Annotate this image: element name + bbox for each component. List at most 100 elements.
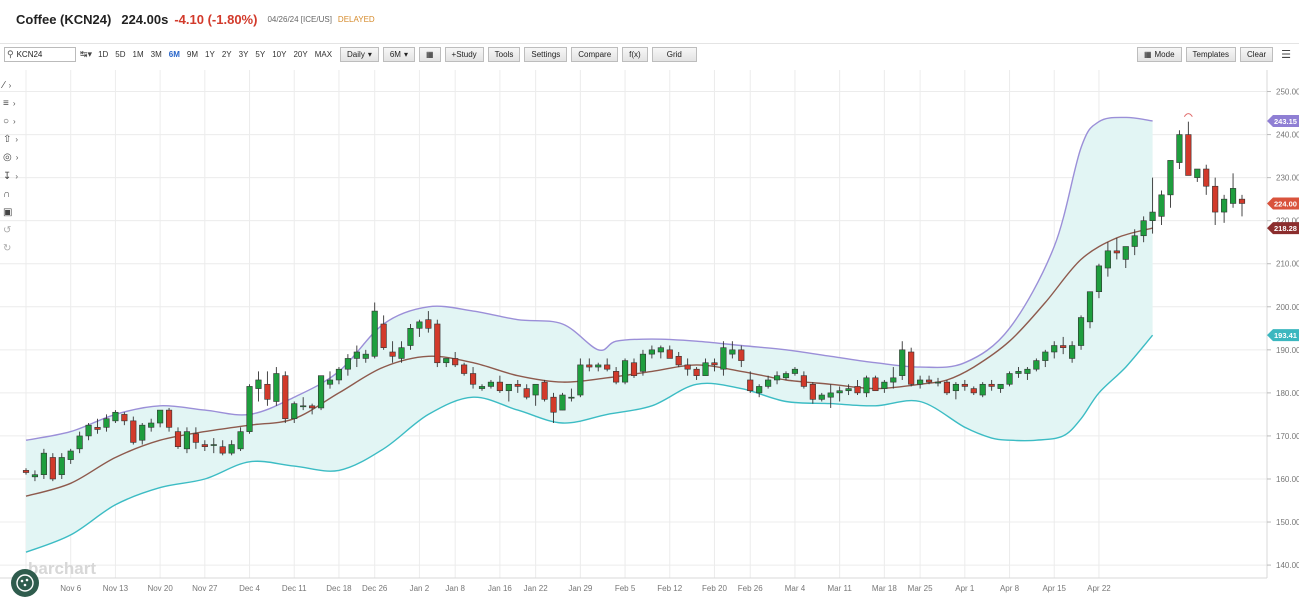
drawing-tool-arrows[interactable]: ⇧ › bbox=[0, 131, 24, 149]
candle bbox=[782, 371, 790, 380]
period-6m[interactable]: 6M bbox=[168, 50, 180, 59]
period-max[interactable]: MAX bbox=[314, 50, 333, 59]
candle-body bbox=[317, 375, 325, 409]
candle bbox=[130, 416, 137, 445]
price-change: -4.10 (-1.80%) bbox=[174, 11, 258, 27]
period-3m[interactable]: 3M bbox=[150, 50, 162, 59]
drawing-tool-shapes[interactable]: ○ › bbox=[0, 112, 24, 130]
candle bbox=[800, 371, 807, 389]
grid-button[interactable]: Grid bbox=[651, 47, 697, 62]
candle bbox=[613, 367, 620, 385]
candle-body bbox=[765, 379, 772, 387]
drawing-tool-annotations[interactable]: ◎ › bbox=[0, 149, 24, 167]
candle bbox=[103, 414, 110, 432]
candle-body bbox=[604, 364, 611, 370]
compare-button[interactable]: Compare bbox=[571, 47, 619, 62]
candle-body bbox=[1069, 345, 1076, 359]
candle-body bbox=[237, 431, 244, 450]
candle-body bbox=[756, 386, 763, 394]
middle-band-badge-shape bbox=[1267, 222, 1299, 235]
range-select[interactable]: 6M ▾ bbox=[382, 47, 415, 62]
candle-body bbox=[148, 422, 155, 428]
layout-icon[interactable]: ☰ bbox=[1281, 49, 1291, 61]
candle-body bbox=[362, 353, 369, 359]
magnet-tool[interactable]: ∩ bbox=[0, 185, 24, 203]
interval-label: Daily bbox=[347, 50, 365, 59]
candle bbox=[738, 345, 745, 368]
chart-type-icon[interactable]: ↹▾ bbox=[80, 49, 93, 59]
candle bbox=[505, 383, 512, 402]
candle bbox=[1167, 160, 1174, 208]
drawing-tool-measure[interactable]: ↧ › bbox=[0, 167, 24, 185]
period-2y[interactable]: 2Y bbox=[221, 50, 232, 59]
candle bbox=[264, 371, 271, 406]
period-5d[interactable]: 5D bbox=[115, 50, 126, 59]
candle-body bbox=[684, 364, 691, 370]
toolbar-right: ▦ Mode Templates Clear ☰ bbox=[1133, 47, 1291, 62]
x-tick-label: Dec 4 bbox=[239, 584, 260, 593]
mode-button[interactable]: ▦ Mode bbox=[1136, 47, 1182, 62]
period-1d[interactable]: 1D bbox=[98, 50, 109, 59]
chat-bubble-icon[interactable] bbox=[11, 569, 39, 597]
candle-body bbox=[273, 373, 280, 402]
add-study-button[interactable]: +Study bbox=[444, 47, 484, 62]
candle bbox=[183, 427, 191, 454]
candle bbox=[1229, 173, 1237, 208]
candle-body bbox=[407, 328, 414, 346]
candle-body bbox=[1229, 188, 1237, 204]
period-20y[interactable]: 20Y bbox=[293, 50, 308, 59]
y-tick-label: 150.00 bbox=[1276, 518, 1299, 527]
candle-body bbox=[541, 381, 548, 400]
candle-body bbox=[300, 405, 307, 408]
y-tick-label: 180.00 bbox=[1276, 389, 1299, 398]
candle bbox=[720, 341, 727, 376]
candle-body bbox=[854, 386, 861, 394]
templates-button[interactable]: Templates bbox=[1185, 47, 1236, 62]
candle-body bbox=[1212, 185, 1219, 213]
candle bbox=[255, 371, 262, 402]
candle bbox=[881, 379, 888, 393]
candle-body bbox=[1122, 246, 1129, 260]
clear-button[interactable]: Clear bbox=[1240, 47, 1274, 62]
lower-band-badge-label: 193.41 bbox=[1274, 331, 1297, 340]
function-button[interactable]: f(x) bbox=[622, 47, 648, 62]
symbol-input[interactable] bbox=[16, 48, 71, 61]
period-1y[interactable]: 1Y bbox=[205, 50, 215, 59]
calendar-button[interactable]: ▦ bbox=[418, 47, 441, 62]
candle-body bbox=[165, 409, 173, 428]
period-1m[interactable]: 1M bbox=[132, 50, 144, 59]
period-10y[interactable]: 10Y bbox=[272, 50, 287, 59]
candle bbox=[1194, 168, 1201, 182]
period-5y[interactable]: 5Y bbox=[255, 50, 266, 59]
x-tick-label: Jan 2 bbox=[410, 584, 430, 593]
candle bbox=[845, 384, 852, 396]
candle bbox=[523, 384, 530, 400]
annotation-icon: ◎ bbox=[3, 152, 12, 164]
candle-body bbox=[478, 386, 486, 389]
candle-body bbox=[559, 394, 566, 411]
undo-tool[interactable]: ↺ bbox=[0, 222, 24, 240]
candle bbox=[1006, 371, 1013, 387]
period-3y[interactable]: 3Y bbox=[238, 50, 249, 59]
lock-tool[interactable]: ▣ bbox=[0, 203, 24, 221]
tools-button[interactable]: Tools bbox=[487, 47, 521, 62]
last-price-badge-label: 224.00 bbox=[1274, 199, 1297, 208]
drawing-tool-trendline[interactable]: ∕ › bbox=[0, 76, 24, 94]
period-9m[interactable]: 9M bbox=[186, 50, 199, 59]
candle-body bbox=[836, 390, 843, 394]
candle-body bbox=[201, 444, 208, 447]
candle-body bbox=[130, 420, 137, 443]
quote-header: Coffee (KCN24) 224.00s -4.10 (-1.80%) 04… bbox=[0, 0, 1299, 38]
candle bbox=[595, 362, 602, 372]
symbol-search[interactable]: ⚲ bbox=[4, 47, 76, 62]
candle bbox=[648, 345, 655, 359]
settings-button[interactable]: Settings bbox=[524, 47, 568, 62]
y-tick-label: 230.00 bbox=[1276, 174, 1299, 183]
redo-tool[interactable]: ↻ bbox=[0, 240, 24, 258]
interval-select[interactable]: Daily ▾ bbox=[340, 47, 379, 62]
drawing-tool-fibonacci[interactable]: ≡ › bbox=[0, 94, 24, 112]
candle bbox=[219, 440, 226, 456]
candle bbox=[729, 341, 736, 359]
candle-body bbox=[782, 373, 790, 379]
